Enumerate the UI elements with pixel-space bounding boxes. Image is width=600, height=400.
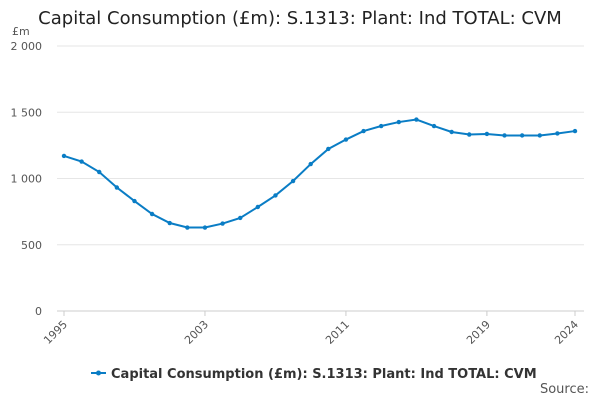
data-point [519, 133, 525, 138]
data-point [132, 198, 137, 204]
series-line [63, 118, 576, 229]
data-point [414, 117, 419, 122]
y-tick-label: 500 [21, 239, 42, 252]
data-point [326, 146, 331, 152]
y-tick-label: 1 500 [11, 106, 43, 119]
data-point [431, 123, 437, 129]
x-tick-label: 2011 [323, 318, 352, 347]
data-point [290, 178, 296, 184]
legend-label: Capital Consumption (£m): S.1313: Plant:… [111, 367, 537, 382]
source-label: Source: [539, 382, 589, 397]
data-point [255, 204, 261, 210]
data-point [149, 211, 155, 217]
data-point [572, 128, 578, 134]
y-tick-label: 0 [35, 305, 42, 318]
data-point [238, 215, 243, 221]
data-point [308, 161, 313, 167]
data-point [343, 137, 349, 142]
x-tick-label: 1995 [41, 318, 70, 347]
data-point [449, 129, 454, 135]
data-point [61, 153, 67, 159]
data-point [396, 119, 401, 125]
data-point [79, 159, 84, 164]
data-point [185, 225, 190, 230]
x-tick-label: 2019 [464, 318, 493, 347]
data-point [555, 131, 560, 136]
y-tick-label: 1 000 [11, 173, 43, 186]
data-point [378, 123, 384, 129]
data-point [202, 225, 208, 230]
data-point [361, 128, 366, 134]
y-tick-label: 2 000 [11, 40, 43, 53]
data-point [273, 193, 278, 198]
data-point [484, 131, 490, 137]
y-axis-unit: £m [12, 25, 30, 38]
chart-title: Capital Consumption (£m): S.1313: Plant:… [38, 8, 562, 29]
data-point [537, 133, 542, 138]
x-tick-label: 2003 [182, 318, 211, 347]
data-point [467, 132, 472, 137]
data-point [502, 133, 507, 138]
data-point [97, 169, 102, 175]
data-point [167, 220, 172, 226]
data-point [114, 185, 120, 190]
x-tick-label: 2024 [552, 318, 581, 347]
data-point [220, 221, 225, 226]
legend-marker [96, 370, 101, 376]
